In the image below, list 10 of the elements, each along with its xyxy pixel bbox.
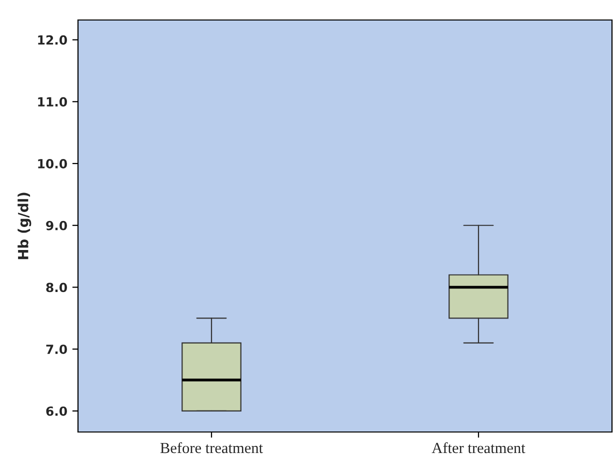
y-axis-title: Hb (g/dl) [18, 192, 32, 260]
y-tick-label: 7.0 [46, 344, 67, 354]
x-tick-label: Before treatment [160, 442, 263, 454]
y-tick-label: 6.0 [46, 406, 67, 416]
y-tick-label: 11.0 [38, 97, 67, 107]
y-tick-label: 9.0 [46, 220, 67, 230]
y-tick-label: 8.0 [46, 282, 67, 292]
y-tick-label: 12.0 [38, 35, 67, 45]
x-tick-label: After treatment [432, 442, 526, 454]
y-tick-label: 10.0 [38, 158, 67, 168]
